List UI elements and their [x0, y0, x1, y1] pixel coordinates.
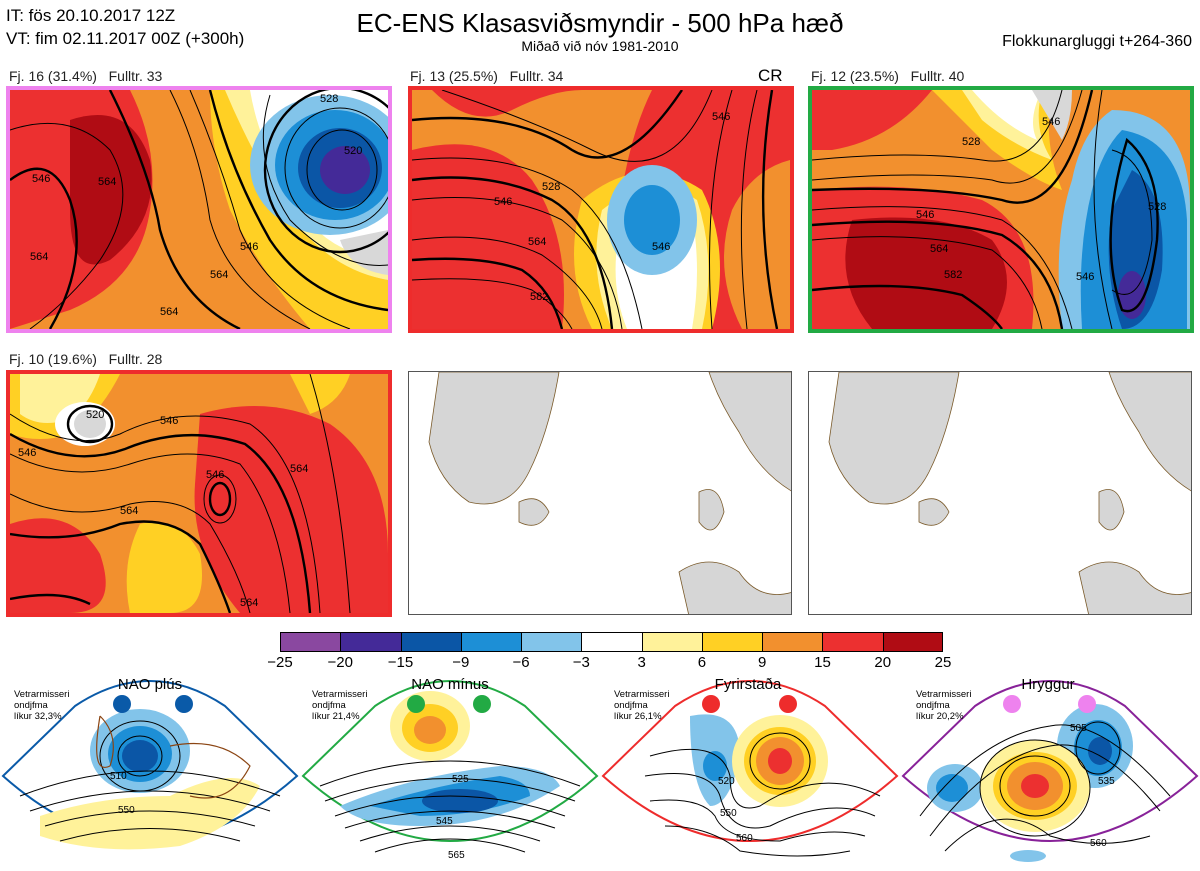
- cluster-13-contour-label: 546: [652, 241, 670, 253]
- cluster-10-contour-label: 564: [120, 505, 138, 517]
- regime-nao-plus-note: Vetrarmisseri ondjfma líkur 32,3%: [14, 689, 70, 722]
- cluster-12-anomaly-svg: 546 528 546 564 582 546 528: [812, 90, 1190, 329]
- regime-nao-minus-note: Vetrarmisseri ondjfma líkur 21,4%: [312, 689, 368, 722]
- cluster-10-contour-label: 564: [290, 463, 308, 475]
- cluster-12-contour-label: 546: [1076, 271, 1094, 283]
- cluster-12-contour-label: 528: [962, 136, 980, 148]
- regime-ridge-note: Vetrarmisseri ondjfma líkur 20,2%: [916, 689, 972, 722]
- colorbar-segment: [641, 632, 702, 652]
- regime-blocking-contour: 550: [720, 808, 737, 819]
- empty-map-2: [808, 371, 1192, 615]
- weather-regimes: 510 550 525 545 565: [0, 676, 1200, 871]
- cluster-10-contour-label: 546: [18, 447, 36, 459]
- cluster-12-label: Fj. 12 (23.5%) Fulltr. 40: [811, 68, 965, 84]
- cluster-10-anomaly-svg: 520 546 546 564 564 564 546: [10, 374, 388, 613]
- colorbar-segment: [882, 632, 943, 652]
- regime-nao-minus-contour: 525: [452, 774, 469, 785]
- cluster-12-map: 546 528 546 564 582 546 528: [808, 86, 1194, 333]
- init-time: IT: fös 20.10.2017 12Z: [6, 6, 176, 25]
- colorbar: [280, 632, 943, 652]
- cluster-16-contour-label: 546: [240, 241, 258, 253]
- cluster-10-label: Fj. 10 (19.6%) Fulltr. 28: [9, 351, 163, 367]
- colorbar-tick-label: −15: [387, 654, 414, 671]
- regime-ridge-contour: 535: [1098, 776, 1115, 787]
- colorbar-tick-label: 15: [814, 654, 831, 671]
- cluster-16-contour-label: 528: [320, 93, 338, 105]
- colorbar-tick-label: 20: [874, 654, 892, 671]
- cluster-16-contour-label: 546: [32, 173, 50, 185]
- colorbar-ticks: −25 −20 −15 −9 −6 −3 3 6 9 15 20 25: [0, 654, 1200, 674]
- colorbar-segment: [762, 632, 823, 652]
- regime-nao-minus: 525 545 565: [301, 680, 599, 861]
- regime-ridge-name: Hryggur: [1021, 676, 1075, 693]
- cluster-13-label: Fj. 13 (25.5%) Fulltr. 34: [410, 68, 564, 84]
- cluster-12-contour-label: 564: [930, 243, 948, 255]
- empty-map-1: [408, 371, 792, 615]
- cluster-13-map: 546 528 546 564 546 582: [408, 86, 794, 333]
- cluster-13-contour-label: 546: [712, 111, 730, 123]
- cluster-12-contour-label: 528: [1148, 201, 1166, 213]
- valid-time: VT: fim 02.11.2017 00Z (+300h): [6, 29, 245, 48]
- cluster-16-contour-label: 564: [98, 176, 116, 188]
- colorbar-tick-label: −3: [572, 654, 590, 671]
- classification-window: Flokkunargluggi t+264-360: [1002, 33, 1192, 50]
- regime-ridge-contour: 505: [1070, 723, 1087, 734]
- regime-blocking-note: Vetrarmisseri ondjfma líkur 26,1%: [614, 689, 670, 722]
- cluster-10-contour-label: 546: [160, 415, 178, 427]
- cluster-16-label: Fj. 16 (31.4%) Fulltr. 33: [9, 68, 163, 84]
- regime-nao-plus-name: NAO plús: [117, 676, 183, 693]
- cluster-12-contour-label: 546: [916, 209, 934, 221]
- colorbar-tick-label: 6: [697, 654, 707, 671]
- cluster-16-contour-label: 564: [30, 251, 48, 263]
- colorbar-segment: [340, 632, 401, 652]
- cluster-13-contour-label: 528: [542, 181, 560, 193]
- regime-blocking-name: Fyrirstaða: [714, 676, 782, 693]
- colorbar-segment: [280, 632, 341, 652]
- colorbar-tick-label: −25: [267, 654, 293, 671]
- cluster-13-contour-label: 546: [494, 196, 512, 208]
- regime-blocking-contour: 520: [718, 776, 735, 787]
- regime-nao-plus: 510 550: [1, 680, 299, 850]
- cluster-10-contour-label: 564: [240, 597, 258, 609]
- regime-nao-plus-contour: 550: [118, 805, 135, 816]
- coastline-svg: [428, 372, 791, 614]
- regime-ridge: 505 535 560: [901, 680, 1199, 862]
- coastline-svg: [828, 372, 1191, 614]
- regime-nao-plus-contour: 510: [110, 771, 127, 782]
- cluster-16-contour-label: 564: [210, 269, 228, 281]
- cluster-16-map: 546 564 564 546 564 528 520 564: [6, 86, 392, 333]
- cluster-10-contour-label: 546: [206, 469, 224, 481]
- colorbar-segment: [400, 632, 461, 652]
- regime-nao-minus-contour: 565: [448, 850, 465, 861]
- cluster-13-contour-label: 564: [528, 236, 546, 248]
- page-subtitle: Miðað við nóv 1981-2010: [521, 38, 679, 54]
- colorbar-tick-label: −6: [512, 654, 530, 671]
- regime-blocking: 520 550 560: [601, 680, 899, 857]
- cluster-13-contour-label: 582: [530, 291, 548, 303]
- cluster-10-map: 520 546 546 564 564 564 546: [6, 370, 392, 617]
- colorbar-tick-label: 9: [758, 654, 767, 671]
- regime-nao-minus-name: NAO mínus: [411, 676, 489, 693]
- cluster-10-contour-label: 520: [86, 409, 104, 421]
- colorbar-segment: [460, 632, 522, 652]
- cluster-16-anomaly-svg: 546 564 564 546 564 528 520 564: [10, 90, 388, 329]
- colorbar-tick-label: 3: [637, 654, 646, 671]
- colorbar-tick-label: −20: [327, 654, 353, 671]
- colorbar-segment: [701, 632, 763, 652]
- cluster-13-cr-tag: CR: [758, 66, 783, 85]
- colorbar-segment: [581, 632, 642, 652]
- page-title: EC-ENS Klasasviðsmyndir - 500 hPa hæð: [356, 8, 844, 38]
- cluster-13-anomaly-svg: 546 528 546 564 546 582: [412, 90, 790, 329]
- colorbar-segment: [822, 632, 883, 652]
- regime-blocking-contour: 560: [736, 833, 753, 844]
- cluster-16-contour-label: 564: [160, 306, 178, 318]
- cluster-16-contour-label: 520: [344, 145, 362, 157]
- cluster-12-contour-label: 546: [1042, 116, 1060, 128]
- colorbar-tick-label: −9: [452, 654, 470, 671]
- regime-ridge-contour: 560: [1090, 838, 1107, 849]
- colorbar-segment: [521, 632, 582, 652]
- regime-nao-minus-contour: 545: [436, 816, 453, 827]
- colorbar-tick-label: 25: [934, 654, 952, 671]
- cluster-12-contour-label: 582: [944, 269, 962, 281]
